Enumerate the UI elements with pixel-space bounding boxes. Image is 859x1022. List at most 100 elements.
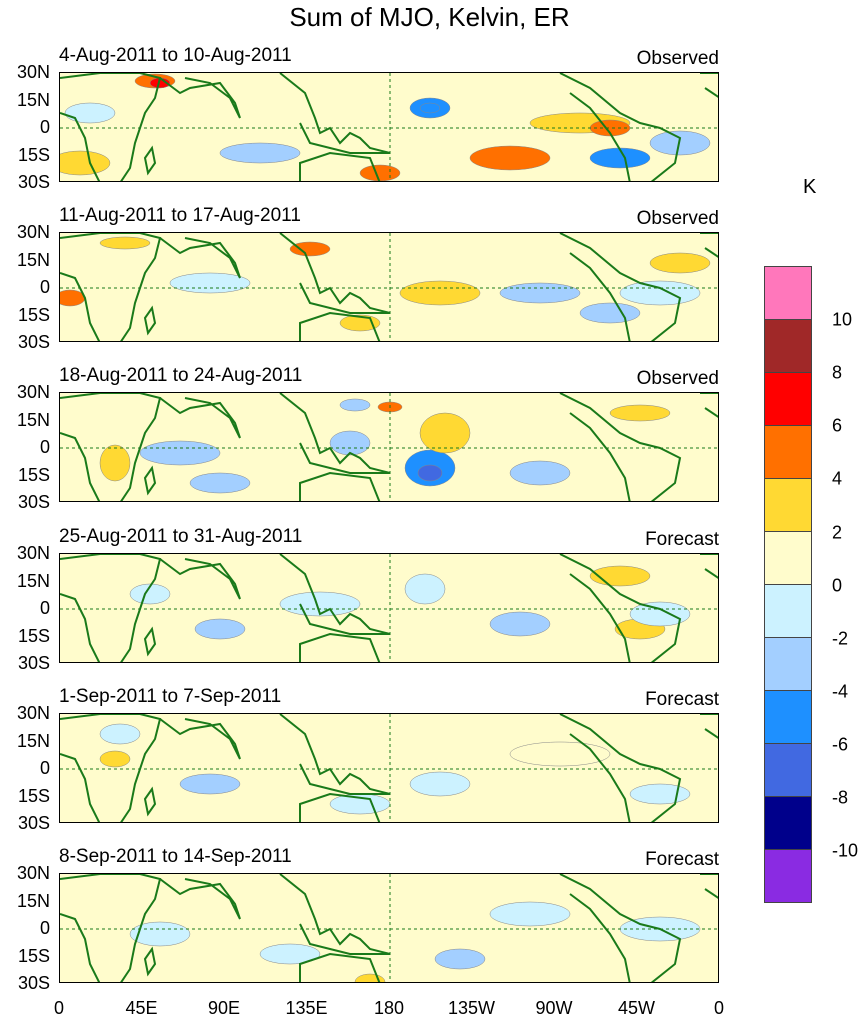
anomaly-contour bbox=[329, 430, 371, 456]
coastline bbox=[559, 554, 682, 662]
latitude-label: 15N bbox=[16, 890, 50, 911]
anomaly-contour bbox=[129, 583, 171, 605]
latitude-label: 0 bbox=[39, 598, 50, 618]
anomaly-contour bbox=[469, 145, 551, 171]
longitude-label: 90E bbox=[207, 998, 241, 1018]
latitude-label: 0 bbox=[39, 437, 50, 457]
latitude-label: 30N bbox=[16, 543, 50, 563]
anomaly-contour bbox=[279, 591, 361, 617]
colorbar-level-label: -2 bbox=[832, 628, 849, 649]
latitude-label: 15N bbox=[16, 570, 50, 591]
coastline bbox=[700, 554, 718, 579]
colorbar-level-label: 8 bbox=[832, 362, 843, 383]
panel-type-label: Observed bbox=[636, 208, 719, 229]
colorbar-level-label: -8 bbox=[832, 787, 849, 808]
colorbar-swatch bbox=[764, 425, 812, 479]
panel-type-label: Observed bbox=[636, 48, 719, 69]
anomaly-contour bbox=[509, 741, 611, 767]
coastline bbox=[279, 73, 391, 154]
panel-type-label: Observed bbox=[636, 368, 719, 389]
anomaly-contour bbox=[629, 601, 691, 627]
map-panel bbox=[59, 392, 719, 502]
anomaly-contour bbox=[649, 252, 711, 274]
anomaly-contour bbox=[99, 723, 141, 745]
anomaly-contour bbox=[404, 573, 446, 605]
coastline bbox=[143, 626, 157, 657]
coastline bbox=[700, 714, 718, 739]
coastline bbox=[700, 73, 718, 98]
panel-date-range: 1-Sep-2011 to 7-Sep-2011 bbox=[59, 686, 282, 707]
anomaly-contour bbox=[289, 241, 331, 257]
coastline bbox=[559, 393, 682, 501]
latitude-label: 30S bbox=[17, 973, 50, 993]
colorbar-unit: K bbox=[803, 176, 817, 198]
longitude-label: 0 bbox=[53, 998, 65, 1018]
latitude-label: 30S bbox=[17, 332, 50, 352]
coastline bbox=[143, 465, 157, 496]
coastline bbox=[299, 311, 381, 341]
latitude-label: 30N bbox=[16, 62, 50, 82]
anomaly-contour bbox=[64, 102, 116, 124]
latitude-label: 30N bbox=[16, 222, 50, 242]
coastline bbox=[60, 233, 162, 341]
anomaly-contour bbox=[259, 943, 321, 965]
anomaly-contour bbox=[489, 611, 551, 637]
anomaly-map bbox=[60, 393, 718, 501]
coastline bbox=[299, 471, 381, 501]
longitude-label: 45W bbox=[617, 998, 656, 1018]
coastline bbox=[299, 792, 381, 822]
latitude-label: 30N bbox=[16, 863, 50, 883]
anomaly-contour bbox=[179, 773, 241, 795]
colorbar-swatch bbox=[764, 849, 812, 903]
colorbar-swatch bbox=[764, 478, 812, 532]
anomaly-contour bbox=[509, 460, 571, 486]
anomaly-contour bbox=[189, 472, 251, 494]
coastline bbox=[159, 237, 241, 279]
longitude-label: 45E bbox=[125, 998, 158, 1018]
latitude-label: 15N bbox=[16, 89, 50, 110]
coastline bbox=[559, 714, 682, 822]
coastline bbox=[159, 878, 241, 920]
anomaly-contour bbox=[629, 783, 691, 805]
latitude-label: 0 bbox=[39, 277, 50, 297]
panel-date-range: 11-Aug-2011 to 17-Aug-2011 bbox=[59, 205, 301, 226]
anomaly-contour bbox=[419, 412, 471, 454]
colorbar-swatch bbox=[764, 796, 812, 850]
colorbar-level-label: 0 bbox=[832, 575, 843, 596]
latitude-label: 30S bbox=[17, 492, 50, 512]
coastline bbox=[299, 952, 381, 982]
colorbar-level-label: -6 bbox=[832, 734, 849, 755]
latitude-label: 15S bbox=[17, 785, 50, 806]
anomaly-contour bbox=[489, 901, 571, 927]
coastline bbox=[299, 151, 381, 181]
panel-date-range: 4-Aug-2011 to 10-Aug-2011 bbox=[59, 45, 292, 66]
colorbar-swatch bbox=[764, 319, 812, 373]
latitude-label: 15S bbox=[17, 464, 50, 485]
colorbar-swatch bbox=[764, 584, 812, 638]
anomaly-contour bbox=[409, 771, 471, 797]
coastline bbox=[299, 632, 381, 662]
longitude-label: 90W bbox=[535, 998, 573, 1018]
colorbar-swatch bbox=[764, 531, 812, 585]
coastline bbox=[559, 233, 682, 341]
coastline bbox=[279, 233, 391, 314]
anomaly-contour bbox=[60, 150, 111, 176]
coastline bbox=[143, 786, 157, 817]
colorbar-level-label: 4 bbox=[832, 468, 843, 489]
colorbar-level-label: 6 bbox=[832, 415, 843, 436]
latitude-label: 30S bbox=[17, 813, 50, 833]
anomaly-contour bbox=[499, 282, 581, 304]
anomaly-contour bbox=[194, 618, 246, 640]
anomaly-contour bbox=[139, 440, 221, 466]
colorbar-swatch bbox=[764, 372, 812, 426]
coastline bbox=[700, 393, 718, 418]
coastline bbox=[279, 554, 391, 635]
latitude-label: 0 bbox=[39, 758, 50, 778]
latitude-label: 15S bbox=[17, 144, 50, 165]
anomaly-contour bbox=[419, 102, 441, 114]
anomaly-contour bbox=[219, 142, 301, 164]
colorbar-level-label: -10 bbox=[832, 840, 859, 861]
latitude-label: 30N bbox=[16, 382, 50, 402]
anomaly-contour bbox=[99, 444, 131, 482]
anomaly-contour bbox=[619, 280, 701, 306]
